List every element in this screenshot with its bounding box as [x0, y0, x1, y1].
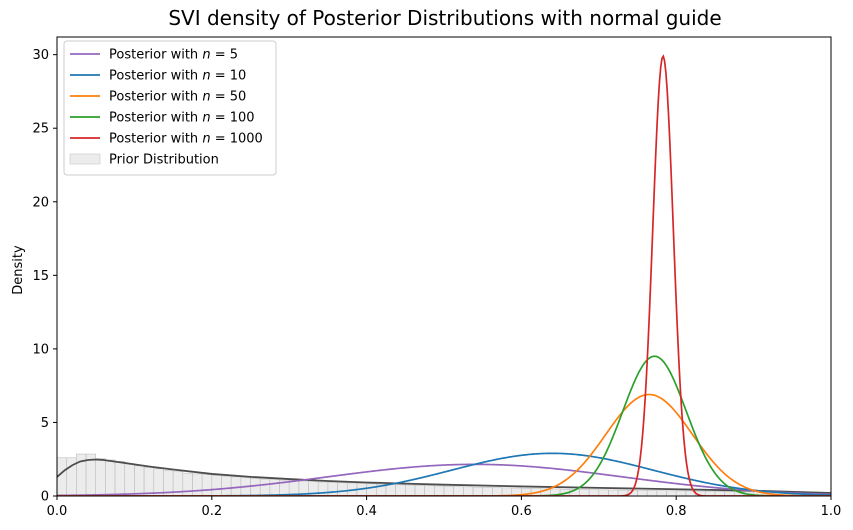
- prior-histogram-bar: [221, 475, 232, 496]
- prior-histogram-bar: [395, 484, 406, 496]
- prior-histogram-bar: [182, 472, 193, 496]
- prior-density-line: [57, 458, 831, 494]
- y-tick-label: 30: [32, 48, 49, 63]
- legend-label: Prior Distribution: [109, 153, 219, 168]
- y-tick-label: 20: [32, 195, 49, 210]
- prior-histogram-bar: [637, 490, 648, 496]
- prior-histogram-bar: [404, 484, 416, 496]
- prior-histogram-bar: [114, 461, 126, 496]
- legend-label: Posterior with n = 5: [109, 48, 238, 63]
- prior-histogram-bar: [124, 463, 135, 496]
- prior-histogram-bar: [211, 475, 222, 496]
- prior-histogram-bar: [675, 490, 687, 496]
- prior-histogram-bar: [385, 484, 396, 496]
- prior-histogram-bar: [57, 457, 67, 496]
- prior-histogram-bar: [143, 467, 155, 496]
- prior-histogram-bar: [366, 483, 377, 496]
- x-tick-label: 0.0: [47, 504, 68, 519]
- plot-area: [57, 54, 831, 496]
- posterior-series-line: [57, 393, 831, 496]
- prior-histogram-bar: [134, 465, 145, 496]
- y-axis-title: Density: [11, 245, 26, 295]
- prior-histogram-bar: [598, 489, 609, 496]
- x-tick-label: 0.4: [356, 504, 377, 519]
- prior-histogram-bar: [588, 489, 600, 496]
- prior-histogram-bar: [608, 489, 619, 496]
- x-tick-label: 0.2: [201, 504, 222, 519]
- chart-title: SVI density of Posterior Distributions w…: [168, 6, 721, 30]
- posterior-series-line: [57, 355, 831, 496]
- prior-histogram-bar: [192, 473, 203, 496]
- legend-label: Posterior with n = 50: [109, 90, 246, 105]
- prior-histogram-bar: [579, 489, 590, 496]
- y-tick-label: 25: [32, 122, 49, 137]
- prior-histogram-bar: [105, 459, 116, 496]
- prior-histogram-bar: [656, 490, 667, 496]
- prior-histogram-bar: [250, 478, 261, 496]
- x-tick-label: 0.8: [666, 504, 687, 519]
- legend-label: Posterior with n = 10: [109, 69, 246, 84]
- plot-frame: [56, 36, 832, 497]
- prior-histogram-bar: [337, 482, 348, 496]
- prior-histogram-bar: [472, 486, 483, 496]
- prior-histogram-bar: [259, 478, 271, 496]
- y-tick-label: 5: [41, 416, 49, 431]
- prior-histogram-bar: [269, 479, 280, 496]
- x-tick-label: 0.6: [511, 504, 532, 519]
- prior-histogram-bar: [424, 485, 435, 496]
- posterior-series-line: [57, 463, 831, 496]
- y-tick-label: 10: [32, 342, 49, 357]
- prior-histogram-bar: [453, 486, 464, 496]
- x-tick-label: 1.0: [821, 504, 842, 519]
- legend-swatch-patch: [69, 153, 101, 165]
- y-tick-label: 0: [41, 490, 49, 505]
- legend-box: [63, 40, 277, 176]
- prior-histogram-bar: [201, 474, 213, 496]
- y-tick-label: 15: [32, 269, 49, 284]
- prior-histogram-bar: [443, 485, 454, 496]
- axes: 0.0 0.2 0.4 0.6 0.8 1.0 0 5 10 15 20 25 30: [32, 36, 842, 519]
- prior-histogram-bar: [434, 485, 445, 496]
- prior-histogram-bar: [95, 458, 106, 496]
- prior-histogram-bar: [463, 486, 474, 496]
- legend-label: Posterior with n = 1000: [109, 132, 263, 147]
- prior-histogram-bar: [482, 487, 493, 496]
- legend: Posterior with n = 5 Posterior with n = 1…: [63, 40, 277, 176]
- prior-histogram-bar: [666, 490, 677, 496]
- prior-histogram-bar: [414, 485, 425, 496]
- legend-label: Posterior with n = 100: [109, 111, 255, 126]
- prior-histogram-bar: [646, 490, 658, 496]
- prior-histogram-bar: [327, 482, 338, 496]
- prior-histogram-bar: [492, 487, 503, 496]
